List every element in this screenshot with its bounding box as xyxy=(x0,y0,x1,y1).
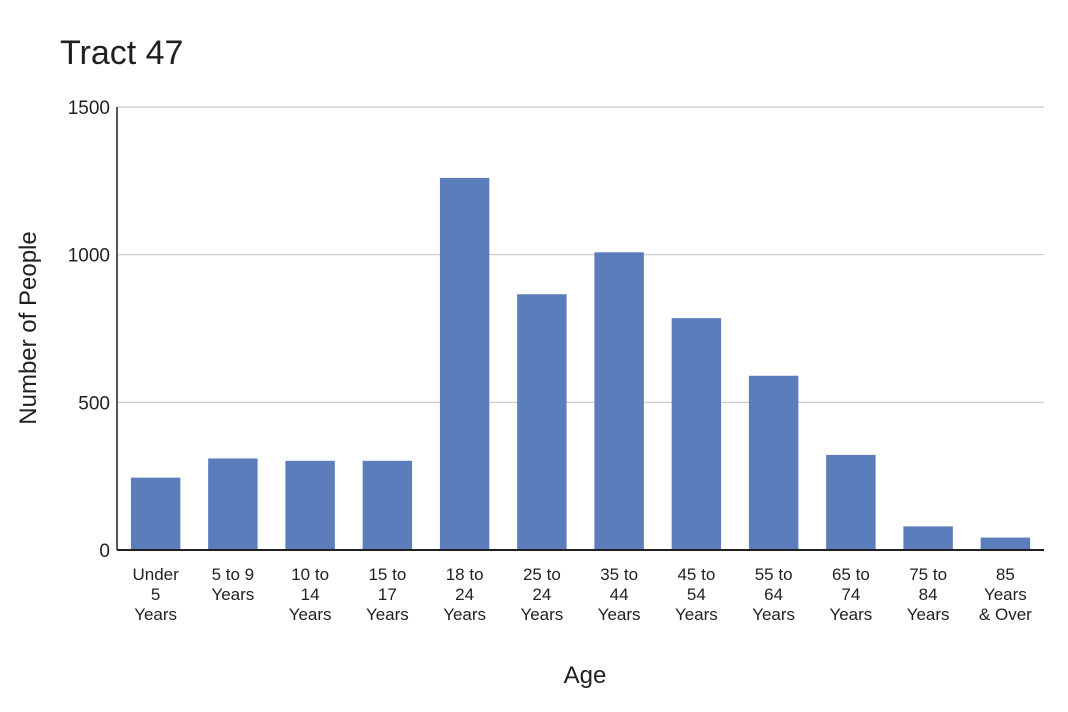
y-axis-label: Number of People xyxy=(15,231,42,424)
x-category-label: 15 to 17 Years xyxy=(366,565,409,624)
x-category-label: 10 to 14 Years xyxy=(289,565,332,624)
gridlines xyxy=(117,106,1044,403)
bar xyxy=(903,526,953,550)
bar xyxy=(130,477,181,550)
x-category-labels: Under 5 Years 5 to 9 Years 10 to 14 Years 15 to 1… xyxy=(132,565,1032,624)
bar xyxy=(671,318,722,550)
bar xyxy=(285,460,335,550)
bar xyxy=(208,458,258,550)
x-category-label: 18 to 24 Years xyxy=(443,565,486,624)
x-axis-label: Age xyxy=(564,662,607,689)
x-category-label: 75 to 84 Years xyxy=(907,565,950,624)
y-tick-label: 1500 xyxy=(68,98,110,119)
y-tick-label: 500 xyxy=(78,393,110,414)
bars xyxy=(130,177,1031,550)
axes xyxy=(116,107,1044,551)
chart-title: Tract 47 xyxy=(60,34,183,72)
y-tick-label: 1000 xyxy=(68,246,110,267)
x-category-label: Under 5 Years xyxy=(132,565,179,624)
y-tick-label: 0 xyxy=(99,541,110,562)
x-category-label: 45 to 54 Years xyxy=(675,565,718,624)
bar xyxy=(439,177,490,550)
bar xyxy=(826,454,876,550)
bar xyxy=(594,252,644,550)
y-tick-labels: 0 500 1000 1500 xyxy=(68,98,110,562)
x-category-label: 35 to 44 Years xyxy=(598,565,641,624)
x-category-label: 5 to 9 Years xyxy=(211,565,254,604)
bar xyxy=(748,375,799,550)
bar xyxy=(980,537,1031,550)
bar xyxy=(362,460,413,550)
bar xyxy=(517,294,567,550)
x-category-label: 55 to 64 Years xyxy=(752,565,795,624)
x-category-label: 85 Years & Over xyxy=(979,565,1032,624)
x-category-label: 65 to 74 Years xyxy=(829,565,872,624)
x-category-label: 25 to 24 Years xyxy=(520,565,563,624)
